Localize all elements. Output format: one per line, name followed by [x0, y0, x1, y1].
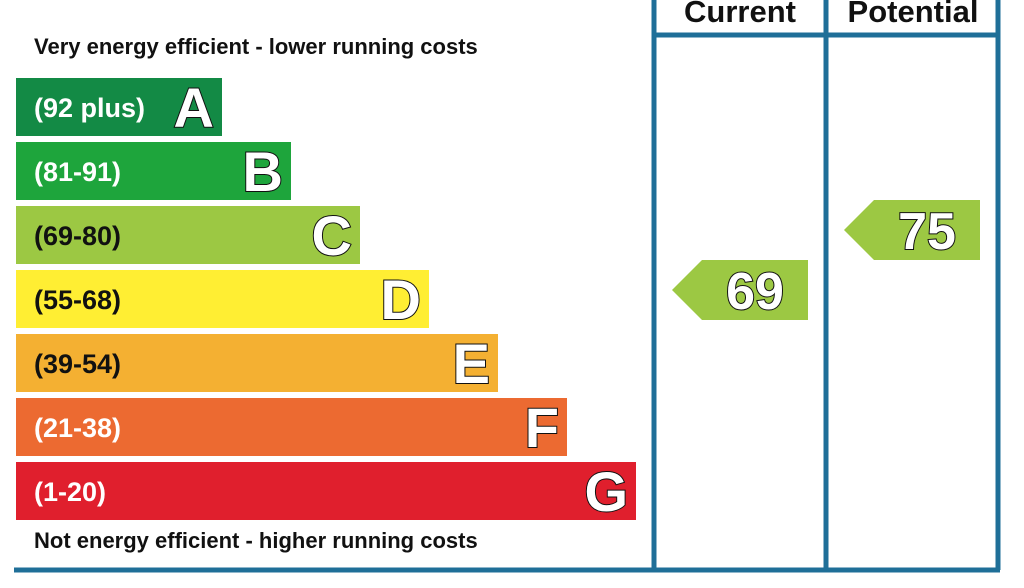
band-letter-g: G [584, 460, 628, 523]
band-letter-c: C [312, 204, 352, 267]
header-current: Current [684, 0, 796, 29]
band-letter-a: A [174, 76, 214, 139]
band-range-b: (81-91) [34, 157, 121, 187]
rating-bands: (92 plus) A (81-91) B (69-80) C (55-68) D (39-54… [16, 75, 636, 524]
band-bar-a [16, 78, 222, 136]
band-letter-f: F [525, 396, 559, 459]
band-range-f: (21-38) [34, 413, 121, 443]
potential-rating-value: 75 [898, 203, 956, 261]
band-bar-c [16, 206, 360, 264]
band-range-g: (1-20) [34, 477, 106, 507]
band-bar-b [16, 142, 291, 200]
band-bar-g [16, 462, 636, 520]
band-range-a: (92 plus) [34, 93, 145, 123]
band-letter-b: B [243, 140, 283, 203]
bottom-note: Not energy efficient - higher running co… [34, 528, 478, 553]
band-bar-d [16, 270, 429, 328]
band-range-e: (39-54) [34, 349, 121, 379]
band-letter-d: D [381, 268, 421, 331]
band-bar-f [16, 398, 567, 456]
chart-frame [14, 0, 1001, 573]
top-note: Very energy efficient - lower running co… [34, 34, 478, 59]
rating-markers: 69 75 [672, 200, 980, 322]
current-rating-arrow [672, 260, 808, 320]
band-range-c: (69-80) [34, 221, 121, 251]
header-potential: Potential [848, 0, 979, 29]
band-bar-e [16, 334, 498, 392]
column-headers: Current Potential [684, 0, 978, 29]
band-range-d: (55-68) [34, 285, 121, 315]
potential-rating-arrow [844, 200, 980, 260]
band-letter-e: E [453, 332, 490, 395]
current-rating-value: 69 [726, 263, 784, 321]
